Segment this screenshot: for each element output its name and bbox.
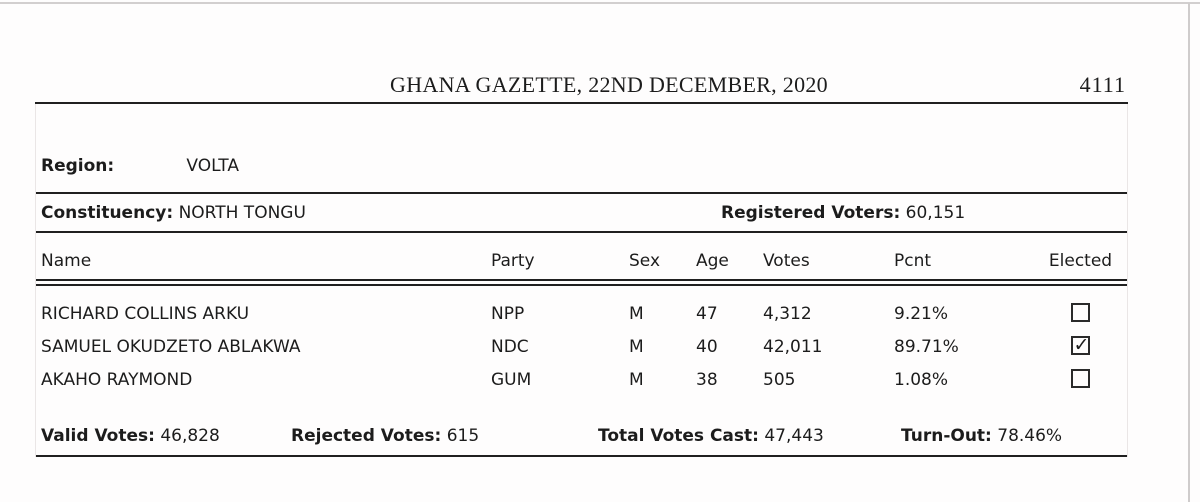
constituency-cell: Constituency: NORTH TONGU [41, 203, 721, 223]
page-title: GHANA GAZETTE, 22ND DECEMBER, 2020 [390, 72, 828, 97]
candidate-party: NDC [491, 337, 529, 357]
candidate-name: SAMUEL OKUDZETO ABLAKWA [41, 337, 301, 357]
region-label: Region: [41, 156, 115, 176]
rejected-votes-label: Rejected Votes: [291, 426, 442, 446]
table-body: RICHARD COLLINS ARKU NPP M 47 4,312 9.21… [36, 298, 1127, 397]
registered-voters-cell: Registered Voters: 60,151 [721, 203, 1122, 223]
table-header-double-rule [36, 279, 1127, 286]
valid-votes-value: 46,828 [160, 426, 220, 446]
total-votes-cast-label: Total Votes Cast: [598, 426, 759, 446]
candidate-sex: M [629, 337, 644, 357]
elected-cell [1039, 329, 1122, 364]
candidate-sex: M [629, 304, 644, 324]
results-frame: Region: VOLTA Constituency: NORTH TONGU … [35, 104, 1128, 457]
page-number: 4111 [1079, 72, 1126, 97]
registered-voters-label: Registered Voters: [721, 203, 901, 223]
turn-out-value: 78.46% [997, 426, 1063, 446]
constituency-label: Constituency: [41, 203, 174, 223]
rejected-votes: Rejected Votes: 615 [291, 426, 598, 446]
summary-bottom-rule [36, 455, 1127, 457]
column-header-elected: Elected [1048, 251, 1113, 271]
candidate-pcnt: 1.08% [894, 370, 949, 390]
constituency-value: NORTH TONGU [178, 203, 306, 223]
gazette-page: GHANA GAZETTE, 22ND DECEMBER, 2020 4111 … [35, 0, 1128, 457]
valid-votes-label: Valid Votes: [41, 426, 155, 446]
column-header-party: Party [491, 251, 535, 271]
total-votes-cast: Total Votes Cast: 47,443 [598, 426, 901, 446]
candidate-party: NPP [491, 304, 525, 324]
header-rule [35, 102, 1128, 104]
candidate-age: 40 [696, 337, 718, 357]
elected-checkbox [1071, 329, 1090, 362]
region-value: VOLTA [186, 156, 239, 176]
elected-cell [1039, 298, 1122, 331]
candidate-row: SAMUEL OKUDZETO ABLAKWA NDC M 40 42,011 … [36, 329, 1127, 364]
page-header: GHANA GAZETTE, 22ND DECEMBER, 2020 4111 [35, 72, 1128, 98]
registered-voters-value: 60,151 [905, 203, 966, 223]
candidate-votes: 505 [763, 370, 796, 390]
total-votes-cast-value: 47,443 [764, 426, 824, 446]
candidate-row: AKAHO RAYMOND GUM M 38 505 1.08% [36, 364, 1127, 397]
column-header-age: Age [696, 251, 729, 271]
divider-rule [36, 231, 1127, 233]
constituency-row: Constituency: NORTH TONGU Registered Vot… [36, 194, 1127, 231]
turn-out: Turn-Out: 78.46% [901, 426, 1122, 446]
elected-checkbox [1071, 368, 1090, 388]
rejected-votes-value: 615 [446, 426, 480, 446]
column-header-pcnt: Pcnt [894, 251, 932, 271]
candidate-pcnt: 89.71% [894, 337, 959, 357]
candidate-name: RICHARD COLLINS ARKU [41, 304, 250, 324]
column-header-sex: Sex [629, 251, 661, 271]
column-header-votes: Votes [763, 251, 810, 271]
divider-rule [36, 192, 1127, 194]
summary-row: Valid Votes: 46,828 Rejected Votes: 615 … [36, 426, 1127, 455]
candidate-party: GUM [491, 370, 532, 390]
candidate-votes: 42,011 [763, 337, 823, 357]
page-right-edge [1188, 3, 1190, 502]
candidate-row: RICHARD COLLINS ARKU NPP M 47 4,312 9.21… [36, 298, 1127, 331]
table-header-row: Name Party Sex Age Votes Pcnt Elected [36, 233, 1127, 279]
candidate-age: 38 [696, 370, 718, 390]
candidate-name: AKAHO RAYMOND [41, 370, 193, 390]
elected-cell [1039, 364, 1122, 397]
elected-checkbox [1071, 302, 1090, 322]
turn-out-label: Turn-Out: [901, 426, 992, 446]
candidate-sex: M [629, 370, 644, 390]
candidate-age: 47 [696, 304, 718, 324]
region-row: Region: VOLTA [36, 104, 1127, 192]
valid-votes: Valid Votes: 46,828 [41, 426, 291, 446]
candidate-pcnt: 9.21% [894, 304, 949, 324]
screenshot-top-edge [0, 2, 1200, 4]
column-header-name: Name [41, 251, 92, 271]
candidate-votes: 4,312 [763, 304, 812, 324]
